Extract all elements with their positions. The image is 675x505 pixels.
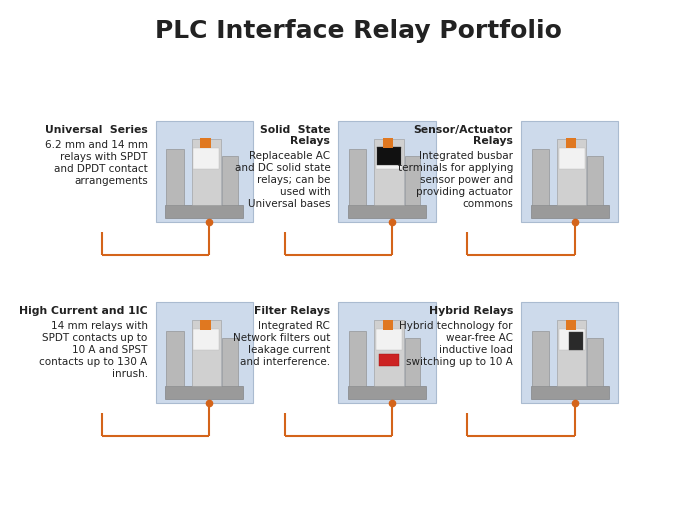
Bar bbox=[521, 302, 618, 403]
Bar bbox=[566, 139, 576, 149]
Bar bbox=[166, 331, 184, 386]
Bar bbox=[559, 329, 585, 350]
Bar bbox=[404, 338, 421, 386]
Bar bbox=[349, 331, 367, 386]
Text: Integrated RC
Network filters out
leakage current
and interference.: Integrated RC Network filters out leakag… bbox=[233, 320, 330, 366]
Text: Replaceable AC
and DC solid state
relays; can be
used with
Universal bases: Replaceable AC and DC solid state relays… bbox=[234, 150, 330, 209]
Bar bbox=[222, 338, 238, 386]
Text: Universal  Series: Universal Series bbox=[45, 124, 148, 134]
Bar bbox=[566, 320, 576, 330]
Bar bbox=[377, 148, 401, 166]
Bar bbox=[383, 320, 394, 330]
Bar bbox=[194, 329, 219, 350]
Bar bbox=[338, 302, 436, 403]
Bar bbox=[192, 140, 221, 206]
Bar bbox=[166, 150, 184, 206]
Bar bbox=[383, 139, 394, 149]
Bar bbox=[200, 139, 211, 149]
Bar bbox=[587, 338, 603, 386]
Bar bbox=[521, 122, 618, 222]
Bar bbox=[531, 206, 609, 218]
Bar bbox=[404, 157, 421, 206]
Bar bbox=[222, 157, 238, 206]
Text: 14 mm relays with
SPDT contacts up to
10 A and SPST
contacts up to 130 A
inrush.: 14 mm relays with SPDT contacts up to 10… bbox=[39, 320, 148, 378]
Bar bbox=[375, 321, 404, 386]
Text: Integrated busbar
terminals for applying
sensor power and
providing actuator
com: Integrated busbar terminals for applying… bbox=[398, 150, 513, 209]
Bar bbox=[194, 148, 219, 169]
Bar bbox=[348, 206, 426, 218]
Bar bbox=[379, 355, 399, 367]
Bar bbox=[155, 302, 253, 403]
Bar bbox=[569, 332, 583, 350]
Text: 6.2 mm and 14 mm
relays with SPDT
and DPDT contact
arrangements: 6.2 mm and 14 mm relays with SPDT and DP… bbox=[45, 139, 148, 185]
Bar bbox=[375, 140, 404, 206]
Bar bbox=[531, 386, 609, 399]
Bar bbox=[532, 150, 549, 206]
Text: Filter Relays: Filter Relays bbox=[254, 305, 330, 315]
Bar bbox=[155, 122, 253, 222]
Bar bbox=[165, 386, 244, 399]
Text: High Current and 1IC: High Current and 1IC bbox=[19, 305, 148, 315]
Bar bbox=[348, 386, 426, 399]
Bar bbox=[200, 320, 211, 330]
Bar bbox=[349, 150, 367, 206]
Bar bbox=[587, 157, 603, 206]
Bar bbox=[192, 321, 221, 386]
Text: Sensor/Actuator
Relays: Sensor/Actuator Relays bbox=[414, 124, 513, 146]
Bar bbox=[559, 148, 585, 169]
Bar bbox=[376, 329, 402, 350]
Bar bbox=[165, 206, 244, 218]
Bar bbox=[557, 321, 587, 386]
Bar bbox=[532, 331, 549, 386]
Text: Hybrid Relays: Hybrid Relays bbox=[429, 305, 513, 315]
Text: Solid  State
Relays: Solid State Relays bbox=[260, 124, 330, 146]
Bar bbox=[557, 140, 587, 206]
Text: PLC Interface Relay Portfolio: PLC Interface Relay Portfolio bbox=[155, 19, 562, 43]
Bar bbox=[376, 148, 402, 169]
Bar bbox=[338, 122, 436, 222]
Text: Hybrid technology for
wear-free AC
inductive load
switching up to 10 A: Hybrid technology for wear-free AC induc… bbox=[400, 320, 513, 366]
